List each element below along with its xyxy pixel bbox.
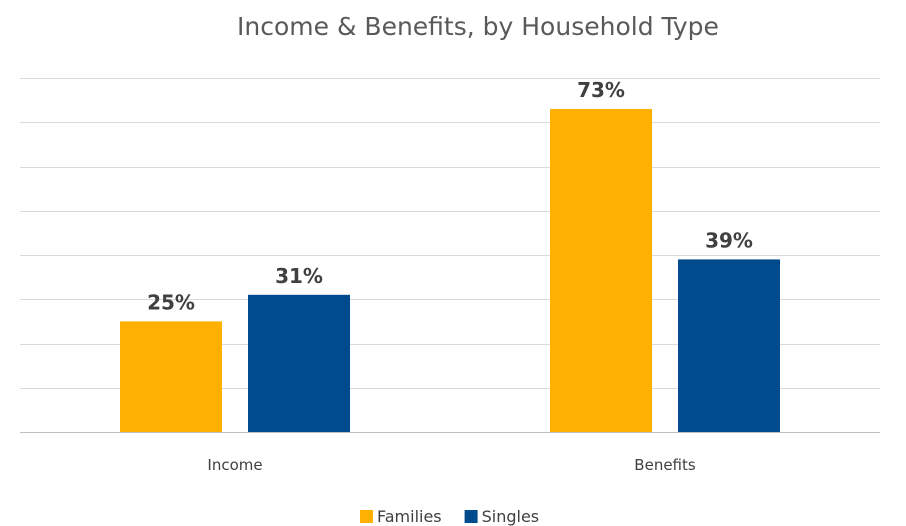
- legend: Families Singles: [360, 507, 539, 526]
- legend-swatch-families: [360, 510, 373, 523]
- category-label-income: Income: [207, 456, 262, 474]
- data-labels: 25% 31% 73% 39%: [147, 78, 753, 314]
- data-label-families-benefits: 73%: [577, 78, 625, 102]
- bars: [120, 108, 780, 432]
- data-label-singles-income: 31%: [275, 264, 323, 288]
- legend-swatch-singles: [464, 510, 478, 523]
- data-label-singles-benefits: 39%: [705, 228, 753, 252]
- category-label-benefits: Benefits: [634, 456, 696, 474]
- chart-title: Income & Benefits, by Household Type: [237, 12, 719, 41]
- bar-families-income: [120, 321, 222, 432]
- data-label-families-income: 25%: [147, 290, 195, 314]
- legend-label-families: Families: [377, 507, 442, 526]
- bar-singles-income: [248, 294, 350, 432]
- bar-families-benefits: [550, 108, 652, 432]
- category-labels: Income Benefits: [207, 456, 695, 474]
- bar-singles-benefits: [678, 259, 780, 432]
- legend-label-singles: Singles: [482, 507, 540, 526]
